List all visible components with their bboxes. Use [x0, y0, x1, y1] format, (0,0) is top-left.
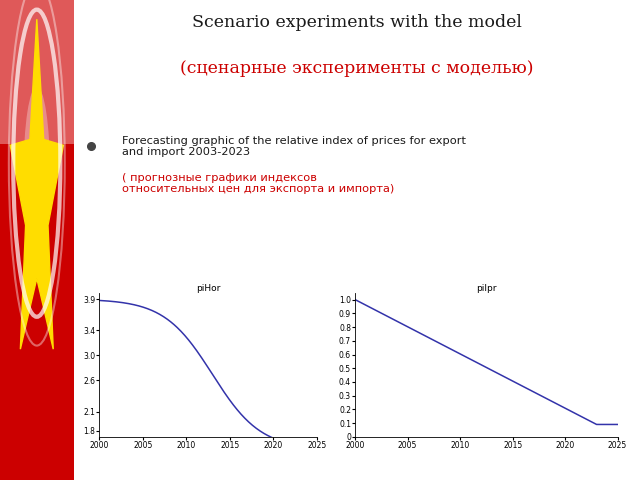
Text: Forecasting graphic of the relative index of prices for export
and import 2003-2: Forecasting graphic of the relative inde… — [122, 136, 466, 157]
Title: piHor: piHor — [196, 284, 220, 293]
Circle shape — [24, 86, 50, 259]
Text: (сценарные эксперименты с моделью): (сценарные эксперименты с моделью) — [180, 60, 534, 77]
Text: Scenario experiments with the model: Scenario experiments with the model — [192, 14, 522, 31]
Text: ( прогнозные графики индексов
относительных цен для экспорта и импорта): ( прогнозные графики индексов относитель… — [122, 173, 394, 194]
Polygon shape — [10, 19, 63, 349]
Bar — [0, 0, 74, 144]
Title: piIpr: piIpr — [476, 284, 497, 293]
